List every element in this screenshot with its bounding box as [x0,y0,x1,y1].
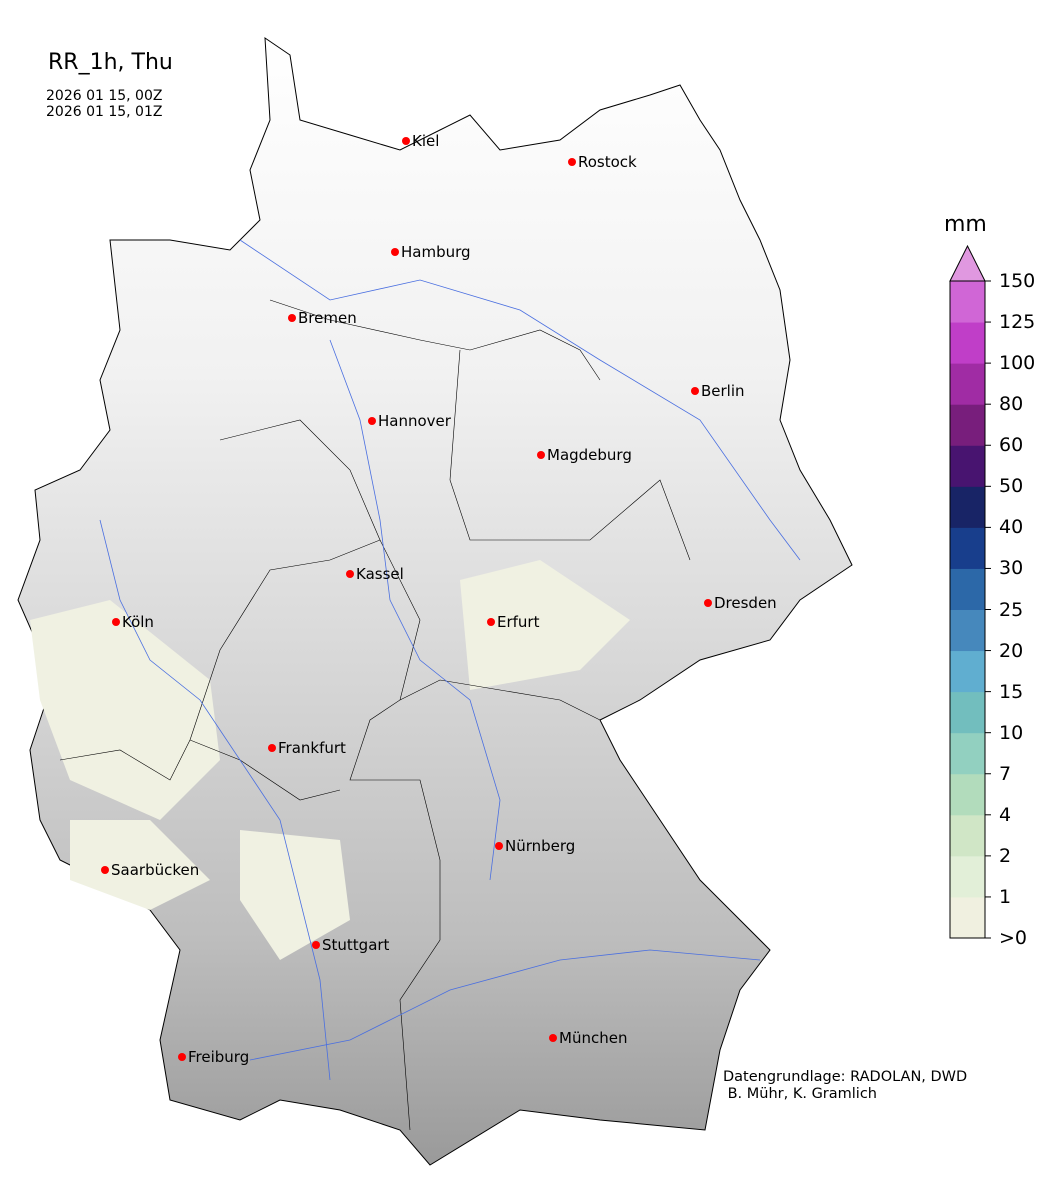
colorbar-tick-label: 15 [999,680,1024,703]
city-marker [549,1034,557,1042]
city-marker [402,137,410,145]
colorbar-tick-label: 1 [999,885,1012,908]
colorbar-tick-label: 150 [999,270,1036,292]
city-label: Hamburg [401,243,471,261]
city-label: Köln [122,613,154,631]
state-borders [59,299,691,1131]
valid-time-start: 2026 01 15, 00Z [46,88,163,104]
colorbar-tick-label: >0 [999,927,1028,949]
colorbar-unit: mm [944,212,987,237]
colorbar-tick-label: 40 [999,516,1024,539]
city-label: Freiburg [188,1048,250,1066]
city-label: Berlin [701,382,745,400]
city-label: Erfurt [497,613,540,631]
city-marker [178,1053,186,1061]
valid-time-end: 2026 01 15, 01Z [46,104,163,120]
city-label: Kassel [356,565,404,583]
city-marker [391,248,399,256]
city-marker [704,599,712,607]
city-label: Rostock [578,153,637,171]
city-marker [288,314,296,322]
city-label: Nürnberg [505,837,576,855]
author-credit: B. Mühr, K. Gramlich [723,1086,877,1102]
city-marker [346,570,354,578]
city-marker [101,866,109,874]
colorbar-tick-label: 2 [999,844,1012,867]
colorbar-tick-label: 20 [999,639,1024,662]
city-marker [495,842,503,850]
colorbar-tick-label: 80 [999,393,1024,416]
city-label: Magdeburg [547,446,632,464]
data-source-credit: Datengrundlage: RADOLAN, DWD [723,1069,968,1085]
map-title: RR_1h, Thu [48,50,173,75]
colorbar-tick-label: 50 [999,475,1024,498]
city-label: Frankfurt [278,739,346,757]
city-label: Hannover [378,412,451,430]
city-marker [268,744,276,752]
city-marker [691,387,699,395]
city-label: Bremen [298,309,357,327]
colorbar-tick-label: 100 [999,352,1036,375]
city-marker [312,941,320,949]
colorbar-tick-label: 7 [999,762,1012,785]
city-marker [368,417,376,425]
colorbar-tick-label: 125 [999,311,1036,334]
colorbar-tick-label: 25 [999,598,1024,621]
city-marker [112,618,120,626]
colorbar-tick-label: 4 [999,803,1012,826]
city-label: Saarbücken [111,861,200,879]
city-marker [568,158,576,166]
city-marker [487,618,495,626]
city-label: Stuttgart [322,936,390,954]
city-label: Kiel [412,132,440,150]
light-rain-area [30,560,630,960]
city-label: Dresden [714,594,777,612]
colorbar-tick-label: 30 [999,557,1024,580]
colorbar-tick-label: 10 [999,721,1024,744]
city-label: München [559,1029,628,1047]
germany-outline [17,37,853,1166]
colorbar-tick-label: 60 [999,434,1024,457]
rivers [99,239,801,1081]
city-marker [537,451,545,459]
